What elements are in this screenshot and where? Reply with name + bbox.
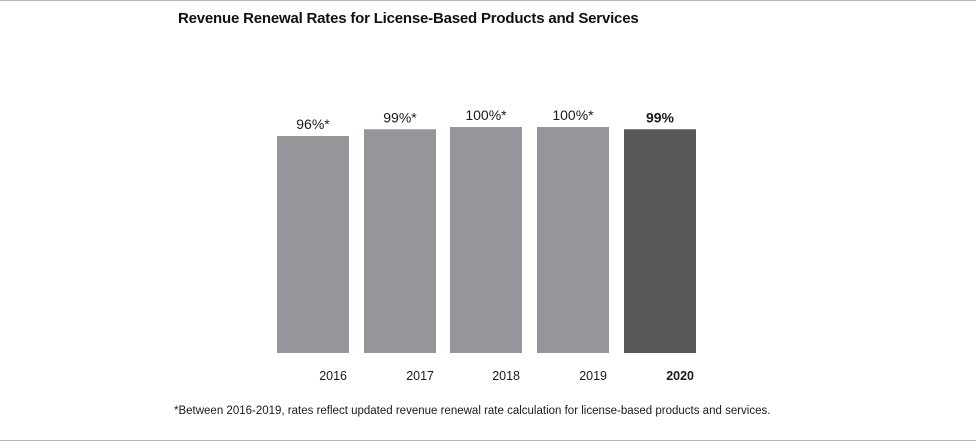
bar-2017 [364, 129, 436, 353]
bottom-divider [0, 440, 976, 441]
bar-2018 [450, 127, 522, 353]
bar-2016 [277, 136, 349, 353]
data-label-2017: 99%* [383, 109, 417, 125]
data-label-2019: 100%* [552, 107, 594, 123]
chart-title: Revenue Renewal Rates for License-Based … [178, 10, 639, 27]
x-tick-label-2017: 2017 [406, 369, 434, 383]
data-label-2018: 100%* [465, 107, 507, 123]
bar-2019 [537, 127, 609, 353]
x-tick-label-2016: 2016 [319, 369, 347, 383]
x-tick-label-2020: 2020 [666, 369, 694, 383]
x-tick-label-2018: 2018 [492, 369, 520, 383]
data-label-2020: 99% [646, 109, 675, 125]
x-tick-label-2019: 2019 [579, 369, 607, 383]
bar-2020 [624, 129, 696, 353]
chart-footnote: *Between 2016-2019, rates reflect update… [174, 405, 771, 417]
data-label-2016: 96%* [296, 116, 330, 132]
top-divider [0, 0, 976, 1]
